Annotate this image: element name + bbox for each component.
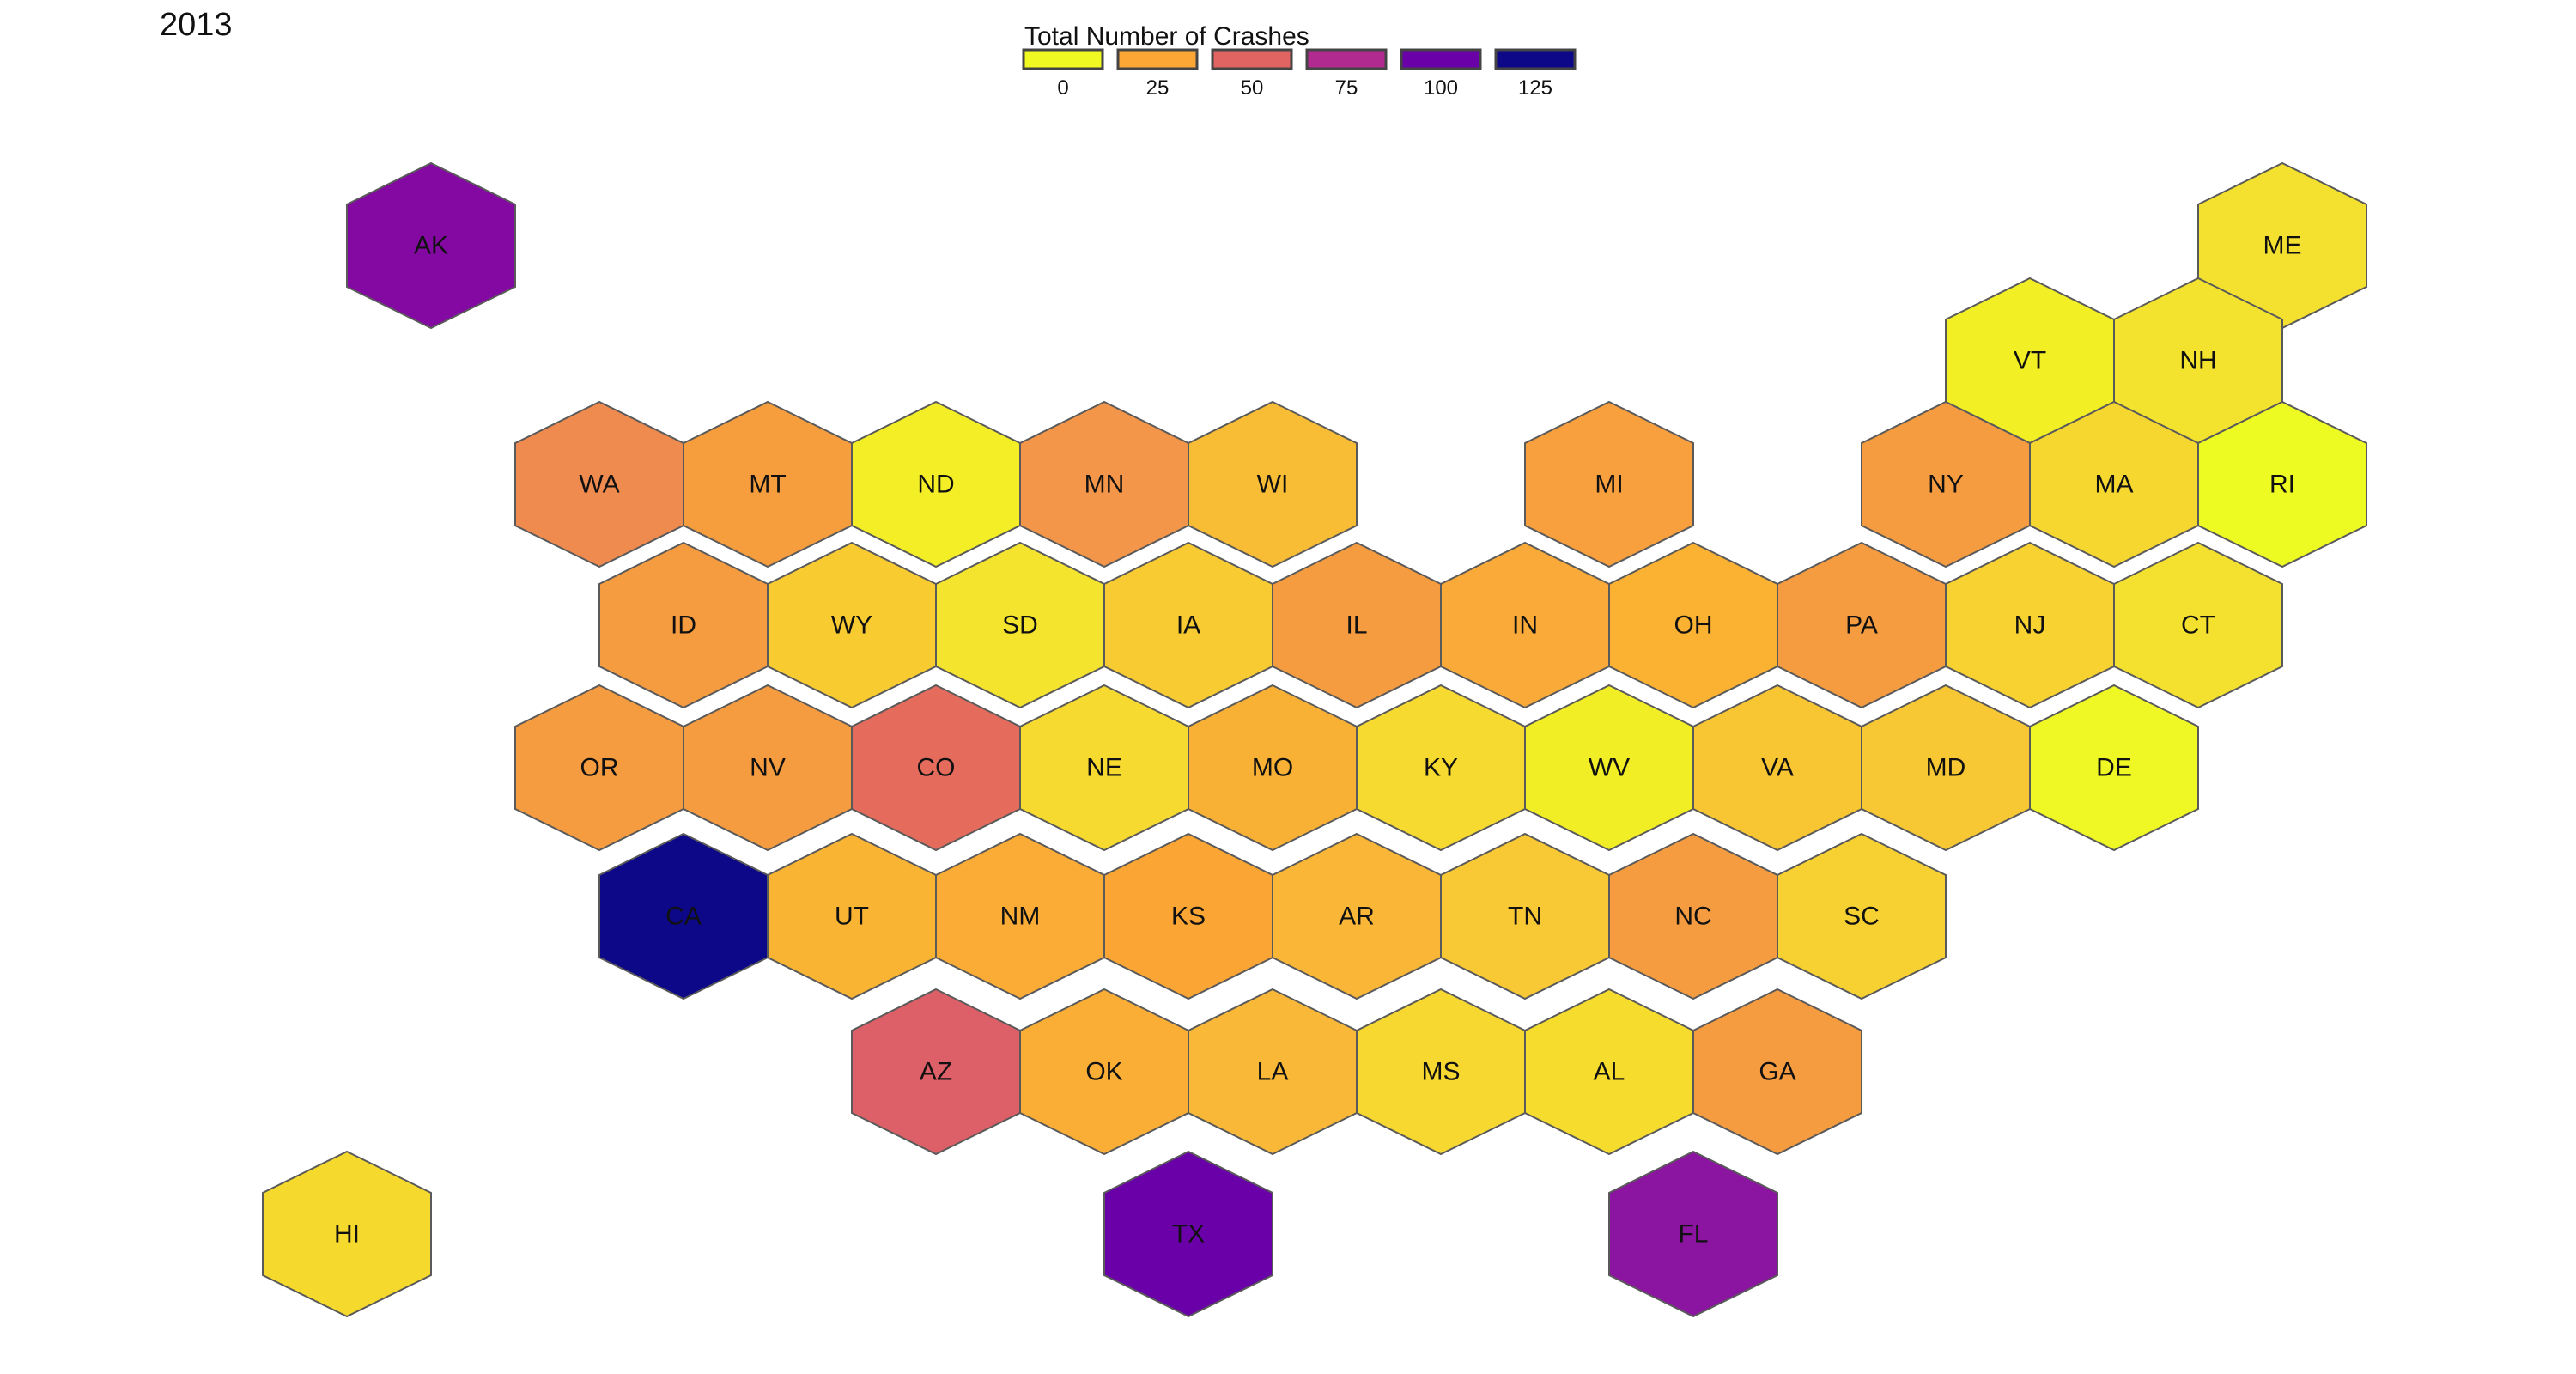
legend-tick-label: 50	[1241, 76, 1264, 100]
state-label-la: LA	[1257, 1058, 1289, 1086]
state-label-tn: TN	[1508, 903, 1542, 931]
state-label-ny: NY	[1928, 471, 1964, 499]
state-label-nv: NV	[750, 754, 786, 782]
state-label-ok: OK	[1085, 1058, 1122, 1086]
legend-tick-label: 100	[1424, 76, 1458, 100]
state-label-co: CO	[917, 754, 956, 782]
state-label-il: IL	[1346, 611, 1367, 640]
legend-swatch	[1494, 48, 1577, 70]
state-label-az: AZ	[920, 1058, 952, 1086]
state-label-de: DE	[2096, 754, 2132, 782]
state-hex-ri	[2197, 400, 2367, 568]
state-label-ks: KS	[1171, 903, 1206, 931]
legend-swatch	[1400, 48, 1482, 70]
legend-swatch	[1022, 48, 1104, 70]
state-label-wa: WA	[579, 471, 619, 499]
state-label-ut: UT	[835, 903, 869, 931]
state-label-al: AL	[1594, 1058, 1625, 1086]
state-label-pa: PA	[1845, 611, 1878, 640]
state-label-nm: NM	[1000, 903, 1041, 931]
state-label-md: MD	[1926, 754, 1966, 782]
state-label-mt: MT	[749, 471, 786, 499]
state-hex-fl	[1608, 1150, 1778, 1318]
state-label-ms: MS	[1422, 1058, 1461, 1086]
state-hex-ga	[1692, 988, 1862, 1156]
state-label-nj: NJ	[2014, 611, 2046, 640]
state-label-sc: SC	[1844, 903, 1880, 931]
state-label-va: VA	[1761, 754, 1794, 782]
state-label-wv: WV	[1589, 754, 1630, 782]
state-label-mo: MO	[1252, 754, 1293, 782]
state-label-ma: MA	[2095, 471, 2134, 499]
legend-tick-label: 25	[1146, 76, 1170, 100]
legend-swatch	[1116, 48, 1199, 70]
state-label-vt: VT	[2014, 347, 2046, 375]
state-label-me: ME	[2263, 232, 2302, 260]
state-label-oh: OH	[1674, 611, 1713, 640]
state-label-ky: KY	[1424, 754, 1458, 782]
state-hex-wi	[1188, 400, 1358, 568]
state-label-ca: CA	[665, 903, 702, 931]
legend-swatch	[1211, 48, 1293, 70]
state-label-nh: NH	[2179, 347, 2216, 375]
state-label-ri: RI	[2269, 471, 2295, 499]
state-label-sd: SD	[1002, 611, 1038, 640]
state-hex-ct	[2113, 541, 2283, 709]
state-label-id: ID	[671, 611, 696, 640]
state-hex-mi	[1524, 400, 1694, 568]
legend-tick-label: 125	[1518, 76, 1552, 100]
state-hex-tx	[1103, 1150, 1273, 1318]
state-label-or: OR	[580, 754, 619, 782]
state-hex-sc	[1777, 832, 1947, 1000]
color-legend: 0 25 50 75 100 125	[1022, 48, 1577, 100]
state-label-ar: AR	[1339, 903, 1375, 931]
legend-tick-label: 75	[1335, 76, 1358, 100]
legend-title: Total Number of Crashes	[1024, 22, 1309, 51]
legend-tick-label: 0	[1057, 76, 1068, 100]
state-label-hi: HI	[334, 1220, 360, 1249]
state-label-in: IN	[1512, 611, 1538, 640]
state-hex-ak	[346, 161, 516, 330]
state-label-ak: AK	[414, 232, 448, 260]
state-label-mi: MI	[1595, 471, 1623, 499]
state-hex-de	[2029, 684, 2199, 852]
state-label-nd: ND	[917, 471, 954, 499]
state-label-ct: CT	[2181, 611, 2215, 640]
year-label: 2013	[160, 7, 233, 43]
state-label-mn: MN	[1084, 471, 1125, 499]
legend-swatch	[1305, 48, 1388, 70]
state-label-wi: WI	[1257, 471, 1289, 499]
state-label-ia: IA	[1176, 611, 1200, 640]
state-label-ne: NE	[1086, 754, 1122, 782]
state-label-wy: WY	[831, 611, 872, 640]
state-label-fl: FL	[1678, 1220, 1708, 1249]
state-hex-hi	[262, 1150, 432, 1318]
state-label-ga: GA	[1759, 1058, 1795, 1086]
state-label-tx: TX	[1172, 1220, 1205, 1249]
state-label-nc: NC	[1674, 903, 1711, 931]
